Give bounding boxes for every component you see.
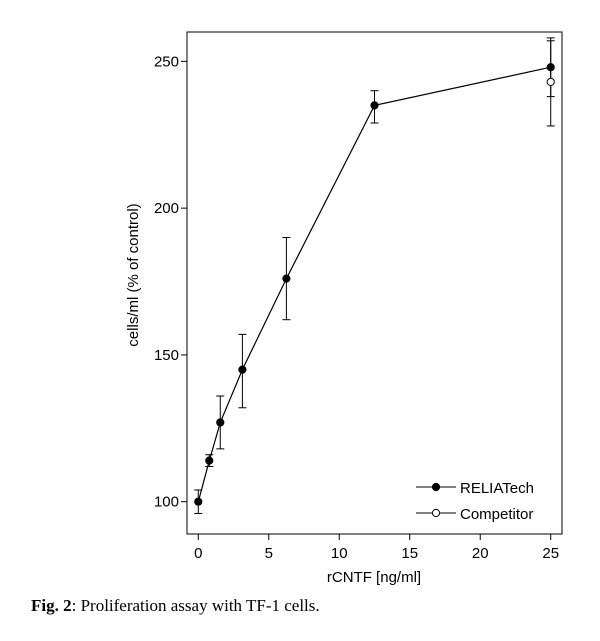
y-axis-label: cells/ml (% of control)	[125, 203, 142, 346]
data-point	[546, 77, 555, 87]
legend-label-reliatech: RELIATech	[460, 480, 534, 497]
x-tick-label: 5	[265, 545, 273, 562]
y-tick-label: 100	[154, 494, 179, 511]
data-point	[194, 497, 203, 506]
x-tick-label: 25	[542, 545, 559, 562]
series-reliatech	[194, 37, 555, 514]
x-axis-label: rCNTF [ng/ml]	[327, 569, 421, 586]
axes	[186, 31, 563, 535]
data-point	[238, 365, 247, 374]
x-axis-ticks: 0 5 10 15 20 25	[194, 534, 559, 562]
y-tick-label: 250	[154, 53, 179, 70]
legend-marker-competitor	[431, 508, 441, 518]
data-point	[370, 101, 379, 110]
data-point	[216, 418, 225, 427]
x-tick-label: 20	[472, 545, 489, 562]
figure-caption: Fig. 2: Proliferation assay with TF-1 ce…	[31, 596, 320, 616]
y-tick-label: 200	[154, 200, 179, 217]
series-competitor	[546, 40, 555, 127]
series-layer	[194, 37, 555, 514]
x-tick-label: 10	[331, 545, 348, 562]
y-axis-ticks: 100 150 200 250	[154, 53, 187, 511]
y-tick-label: 150	[154, 347, 179, 364]
series-line	[197, 66, 551, 502]
plot-frame	[186, 31, 563, 535]
x-tick-label: 15	[401, 545, 418, 562]
legend-marker-reliatech	[431, 482, 441, 492]
caption-text: : Proliferation assay with TF-1 cells.	[71, 596, 320, 615]
x-tick-label: 0	[194, 545, 202, 562]
legend-label-competitor: Competitor	[460, 506, 533, 523]
data-point	[205, 456, 214, 465]
legend: RELIATech Competitor	[416, 480, 534, 523]
caption-label: Fig. 2	[31, 596, 72, 615]
data-point	[282, 274, 291, 283]
chart-canvas: 100 150 200 250 0 5 10 15 20 25 cells/ml (% of c…	[125, 31, 563, 586]
